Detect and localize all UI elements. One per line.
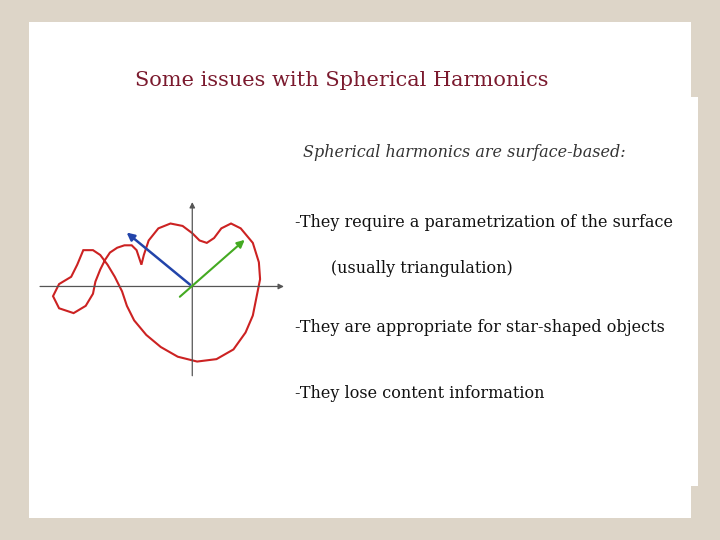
- Text: -They require a parametrization of the surface: -They require a parametrization of the s…: [295, 214, 673, 231]
- Text: -They are appropriate for star-shaped objects: -They are appropriate for star-shaped ob…: [295, 319, 665, 336]
- Text: Some issues with Spherical Harmonics: Some issues with Spherical Harmonics: [135, 71, 549, 90]
- Text: (usually triangulation): (usually triangulation): [295, 260, 513, 278]
- Text: Spherical harmonics are surface-based:: Spherical harmonics are surface-based:: [303, 144, 626, 161]
- Text: -They lose content information: -They lose content information: [295, 385, 545, 402]
